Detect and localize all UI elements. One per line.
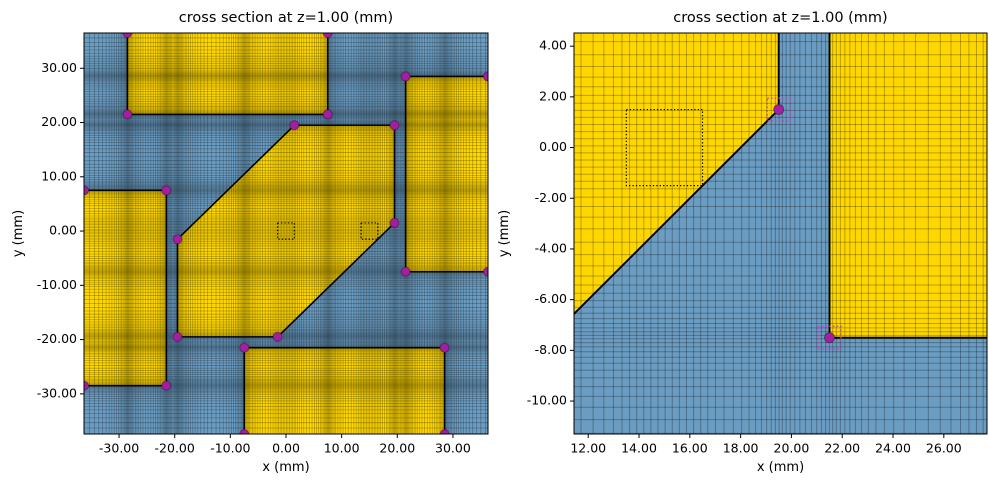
region-outline-right-rectangle	[404, 75, 488, 273]
vertex-box	[766, 97, 791, 122]
y-tick-label: 0.00	[49, 223, 77, 238]
vertex-dot	[172, 331, 183, 342]
vertex-dot	[122, 109, 133, 120]
x-axis-label: x (mm)	[757, 460, 804, 475]
vertex-dot	[161, 380, 172, 391]
refine-box	[360, 222, 379, 240]
x-tick-label: 20.00	[379, 441, 415, 456]
vertex-dot	[84, 185, 89, 196]
vertex-dot	[400, 266, 411, 277]
left-plot-area	[84, 33, 488, 434]
axes-frame	[573, 32, 988, 435]
vertex-dot	[389, 217, 400, 228]
x-tick-label: 14.00	[621, 441, 657, 456]
y-tick-label: -2.00	[535, 190, 567, 205]
vertex-dot	[122, 33, 133, 38]
vertex-dot	[239, 429, 250, 434]
y-axis-label: y (mm)	[497, 210, 512, 257]
metal-region-bottom-rectangle	[244, 347, 445, 434]
y-tick-label: 0.00	[539, 139, 567, 154]
x-tick-label: -10.00	[210, 441, 250, 456]
refine-box	[277, 222, 295, 240]
vertex-dot	[483, 71, 488, 82]
y-tick-label: -30.00	[37, 385, 77, 400]
metal-region-left-rectangle	[84, 190, 167, 386]
vertex-dot	[439, 429, 450, 434]
vertex-dot	[84, 380, 89, 391]
x-tick-label: -30.00	[99, 441, 139, 456]
metal-region-right-rectangle	[829, 33, 987, 338]
metal-region-right-rectangle	[405, 76, 488, 272]
y-tick-label: 4.00	[539, 38, 567, 53]
x-tick-label: 22.00	[824, 441, 860, 456]
y-tick-label: 10.00	[41, 168, 77, 183]
y-tick-label: -6.00	[535, 291, 567, 306]
vertex-dot	[773, 104, 785, 116]
vertex-dot	[483, 266, 488, 277]
y-tick-label: 20.00	[41, 114, 77, 129]
metal-region-diagonal-hexagon	[574, 33, 779, 314]
y-axis-label: y (mm)	[11, 210, 26, 257]
vertex-dot	[439, 342, 450, 353]
vertex-box	[817, 325, 842, 350]
x-tick-label: 24.00	[875, 441, 911, 456]
vertex-dot	[322, 109, 333, 120]
y-tick-label: -8.00	[535, 342, 567, 357]
x-tick-label: 0.00	[272, 441, 300, 456]
metal-region-diagonal-hexagon	[177, 125, 395, 337]
y-tick-label: 30.00	[41, 60, 77, 75]
y-tick-label: -10.00	[37, 277, 77, 292]
x-tick-label: 30.00	[435, 441, 471, 456]
x-tick-label: 20.00	[774, 441, 810, 456]
vertex-dot	[824, 332, 836, 344]
y-tick-label: 2.00	[539, 88, 567, 103]
x-tick-label: 16.00	[672, 441, 708, 456]
mesh-lines	[574, 33, 987, 434]
vertex-dot	[239, 342, 250, 353]
vertex-dot	[389, 120, 400, 131]
vertex-dot	[172, 234, 183, 245]
y-tick-label: -20.00	[37, 331, 77, 346]
refine-box	[625, 108, 704, 187]
plot-title: cross section at z=1.00 (mm)	[673, 10, 887, 26]
plot-title: cross section at z=1.00 (mm)	[179, 10, 393, 26]
x-tick-label: 18.00	[723, 441, 759, 456]
vertex-dot	[400, 71, 411, 82]
x-tick-label: 10.00	[324, 441, 360, 456]
vertex-dot	[272, 331, 283, 342]
metal-region-top-rectangle	[127, 33, 328, 115]
left-plot: -30.00 -20.00 -10.00 0.00 10.00 20.00 30.00 30.…	[11, 10, 489, 475]
x-tick-label: 26.00	[926, 441, 962, 456]
mesh-lines	[84, 33, 488, 434]
region-outline-top-rectangle	[126, 33, 329, 116]
x-tick-label: 12.00	[570, 441, 606, 456]
vertex-dot	[161, 185, 172, 196]
y-tick-label: -10.00	[527, 393, 567, 408]
x-tick-label: -20.00	[155, 441, 195, 456]
x-axis-label: x (mm)	[262, 460, 309, 475]
vertex-dot	[289, 120, 300, 131]
y-tick-label: -4.00	[535, 240, 567, 255]
vertex-dot	[322, 33, 333, 38]
